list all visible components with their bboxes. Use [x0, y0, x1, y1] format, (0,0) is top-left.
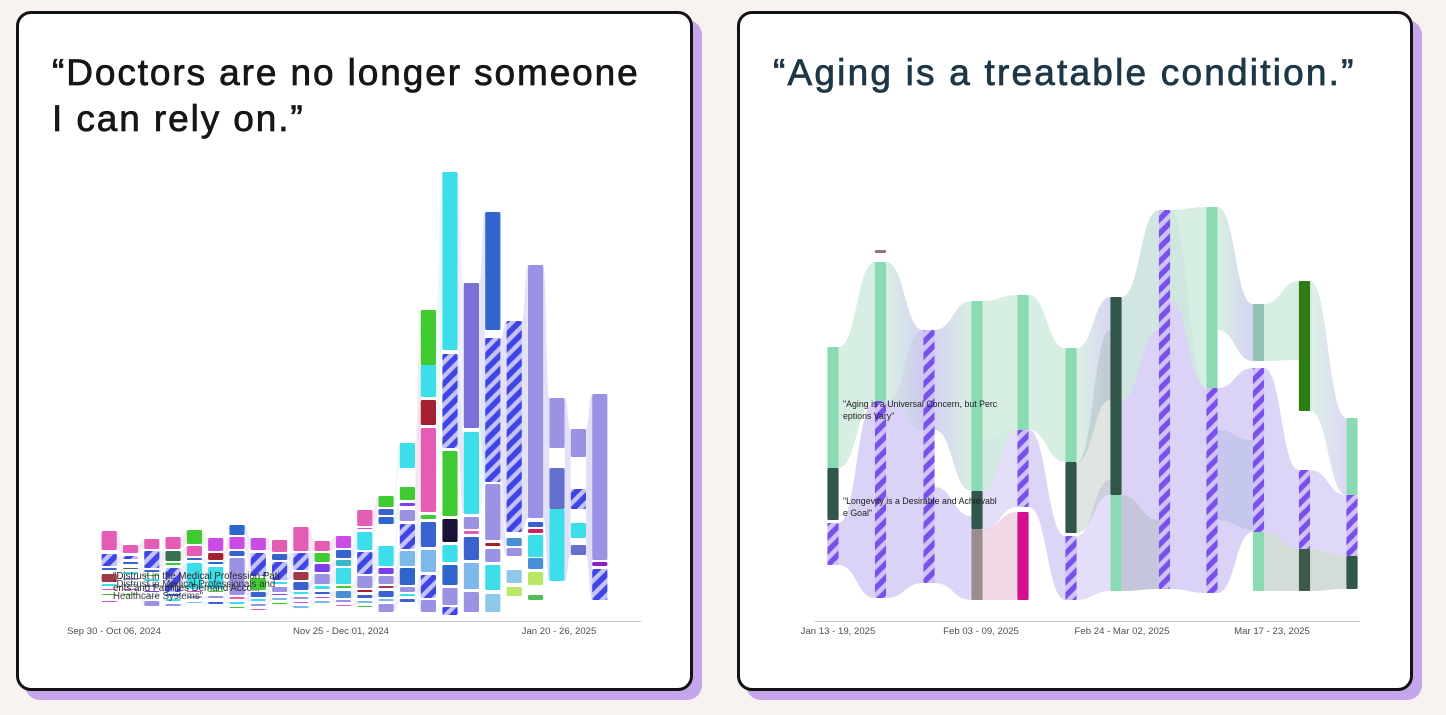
- svg-text:Sep 30 - Oct 06, 2024: Sep 30 - Oct 06, 2024: [67, 626, 162, 637]
- svg-text:Jan 13 - 19, 2025: Jan 13 - 19, 2025: [801, 626, 876, 637]
- svg-text:Healthcare Systems": Healthcare Systems": [113, 591, 204, 602]
- svg-text:Mar 17 - 23, 2025: Mar 17 - 23, 2025: [1234, 626, 1310, 637]
- svg-text:Jan 20 - 26, 2025: Jan 20 - 26, 2025: [522, 626, 597, 637]
- svg-text:e Goal": e Goal": [843, 508, 872, 518]
- svg-text:Feb 03 - 09, 2025: Feb 03 - 09, 2025: [943, 626, 1019, 637]
- svg-text:ents and Families Demand Acco.: ents and Families Demand Acco...: [113, 583, 260, 594]
- svg-text:"Distrust in Medical Professio: "Distrust in Medical Professionals and: [113, 579, 275, 590]
- svg-text:Nov 25 - Dec 01, 2024: Nov 25 - Dec 01, 2024: [293, 626, 390, 637]
- svg-text:"Distrust in the Medical Profe: "Distrust in the Medical Profession Pati: [113, 571, 280, 582]
- svg-text:Feb 24 - Mar 02, 2025: Feb 24 - Mar 02, 2025: [1075, 626, 1170, 637]
- svg-text:eptions Vary": eptions Vary": [843, 411, 894, 421]
- svg-text:"Longevity is a Desirable and: "Longevity is a Desirable and Achievabl: [843, 496, 997, 506]
- svg-text:"Aging is a Universal Concern,: "Aging is a Universal Concern, but Perc: [843, 399, 998, 409]
